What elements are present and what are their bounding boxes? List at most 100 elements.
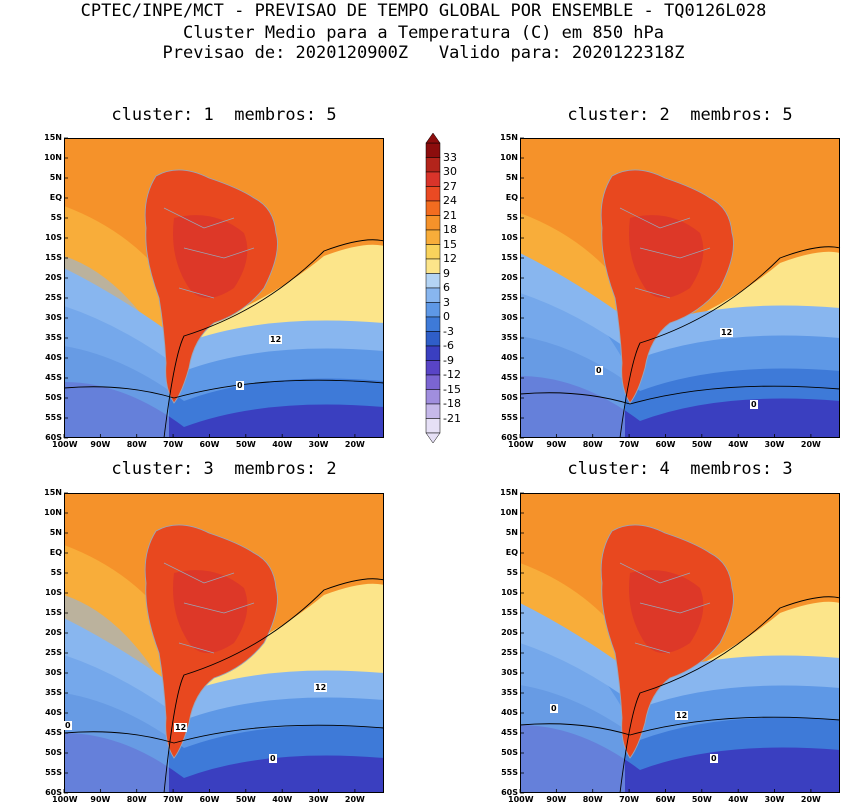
colorbar-label: 9 (443, 266, 450, 280)
lat-label: EQ (505, 193, 518, 202)
lat-label: 55S (45, 768, 62, 777)
lat-label: 15S (501, 253, 518, 262)
lat-label: 60S (501, 788, 518, 797)
lon-label: 60W (655, 440, 676, 449)
lon-label: 30W (308, 795, 329, 804)
colorbar-label: 12 (443, 252, 457, 265)
contour-label: 0 (550, 704, 558, 713)
lat-label: 60S (45, 788, 62, 797)
contour-label: 0 (236, 381, 244, 390)
colorbar-label: 18 (443, 223, 457, 236)
lat-label: 5S (506, 568, 518, 577)
lat-label: 20S (45, 628, 62, 637)
lon-label: 20W (800, 795, 821, 804)
colorbar-label: 6 (443, 281, 450, 294)
lat-label: 10N (500, 153, 518, 162)
lon-label: 30W (764, 440, 785, 449)
colorbar-label: -9 (443, 353, 454, 367)
map-panel-1 (63, 137, 385, 439)
colorbar-label: -15 (443, 382, 461, 396)
lat-label: 40S (501, 708, 518, 717)
lat-label: 15S (45, 608, 62, 617)
contour-label: 0 (710, 754, 718, 763)
lon-label: 60W (655, 795, 676, 804)
lon-label: 40W (728, 795, 749, 804)
lat-label: 50S (45, 393, 62, 402)
lat-label: 50S (45, 748, 62, 757)
lon-label: 60W (199, 795, 220, 804)
lat-label: 15N (44, 133, 62, 142)
lat-label: 55S (501, 768, 518, 777)
colorbar-label: 0 (443, 310, 450, 323)
lat-label: 60S (501, 433, 518, 442)
colorbar-label: 3 (443, 295, 450, 309)
colorbar-graphic (425, 132, 441, 444)
lat-label: 5S (50, 568, 62, 577)
lon-label: 50W (235, 795, 256, 804)
colorbar-label: -21 (443, 411, 461, 425)
colorbar-label: -18 (443, 397, 461, 410)
lat-label: 25S (45, 293, 62, 302)
lat-label: 20S (501, 273, 518, 282)
lat-label: 30S (501, 668, 518, 677)
colorbar-label: 27 (443, 179, 457, 193)
lat-label: 45S (45, 373, 62, 382)
lat-label: 40S (501, 353, 518, 362)
lon-label: 50W (691, 440, 712, 449)
lon-label: 50W (235, 440, 256, 449)
colorbar-label: 15 (443, 237, 457, 251)
lat-label: 45S (45, 728, 62, 737)
colorbar-label: 33 (443, 150, 457, 164)
contour-label: 12 (675, 711, 689, 720)
lon-label: 90W (546, 795, 567, 804)
colorbar-label: -6 (443, 339, 454, 352)
lat-label: 30S (45, 313, 62, 322)
panel-title-4: cluster: 4 membros: 3 (567, 459, 793, 479)
lat-label: 40S (45, 708, 62, 717)
header-line-1: CPTEC/INPE/MCT - PREVISAO DE TEMPO GLOBA… (80, 1, 767, 21)
lat-label: 25S (501, 293, 518, 302)
map-panel-4 (519, 492, 841, 794)
colorbar-label: -3 (443, 324, 454, 338)
lat-label: 15N (500, 133, 518, 142)
lon-label: 100W (508, 795, 534, 804)
lon-label: 40W (728, 440, 749, 449)
lat-label: 10N (500, 508, 518, 517)
lon-label: 100W (508, 440, 534, 449)
lon-label: 80W (126, 795, 147, 804)
lat-label: EQ (49, 548, 62, 557)
contour-label: 12 (314, 683, 328, 692)
contour-label: 0 (269, 754, 277, 763)
lon-label: 20W (344, 440, 365, 449)
lat-label: 5S (50, 213, 62, 222)
lon-label: 100W (52, 795, 78, 804)
lon-label: 70W (619, 440, 640, 449)
lat-label: 55S (501, 413, 518, 422)
lon-label: 50W (691, 795, 712, 804)
lat-label: 10N (44, 153, 62, 162)
lat-label: 15S (45, 253, 62, 262)
lon-label: 60W (199, 440, 220, 449)
contour-label: 12 (174, 723, 188, 732)
lat-label: EQ (49, 193, 62, 202)
lat-label: 25S (501, 648, 518, 657)
lon-label: 20W (800, 440, 821, 449)
colorbar-label: 24 (443, 194, 457, 207)
lon-label: 70W (163, 795, 184, 804)
lon-label: 30W (764, 795, 785, 804)
header-line-2: Cluster Medio para a Temperatura (C) em … (182, 23, 665, 43)
lon-label: 70W (619, 795, 640, 804)
panel-title-2: cluster: 2 membros: 5 (567, 105, 793, 125)
lat-label: 55S (45, 413, 62, 422)
panel-title-1: cluster: 1 membros: 5 (111, 105, 337, 125)
colorbar-label: 21 (443, 208, 457, 222)
lat-label: 10N (44, 508, 62, 517)
lat-label: 35S (45, 333, 62, 342)
lat-label: 35S (501, 688, 518, 697)
lat-label: 45S (501, 728, 518, 737)
lat-label: 20S (45, 273, 62, 282)
lat-label: 50S (501, 393, 518, 402)
lat-label: 40S (45, 353, 62, 362)
lon-label: 40W (272, 795, 293, 804)
lon-label: 100W (52, 440, 78, 449)
